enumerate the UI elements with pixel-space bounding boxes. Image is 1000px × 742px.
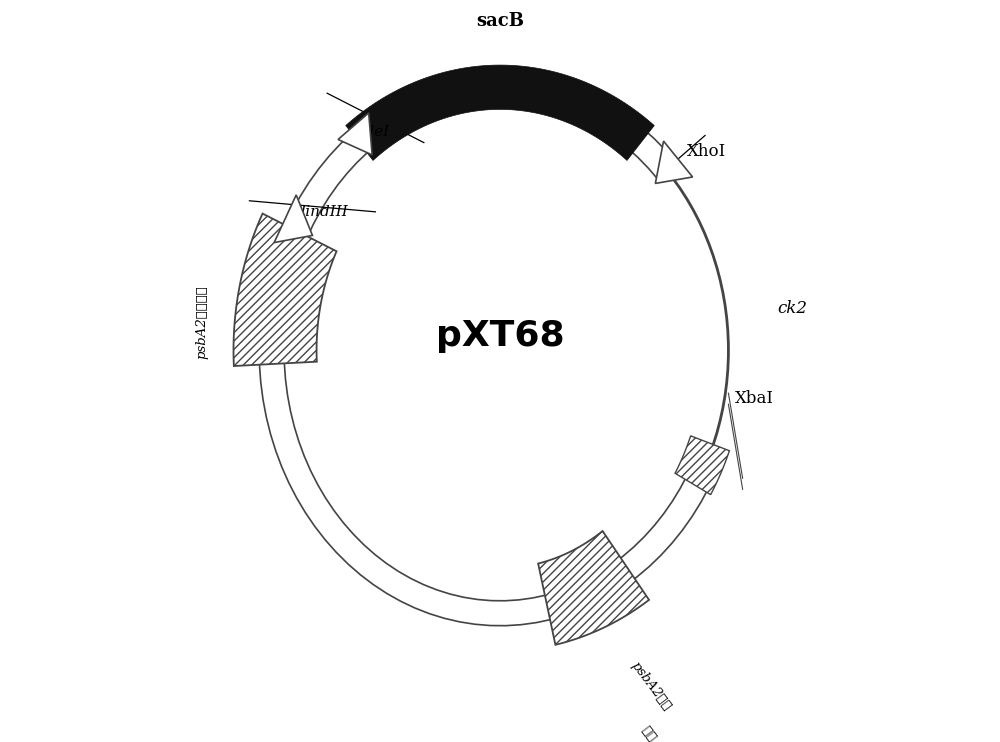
Polygon shape — [346, 65, 654, 160]
Text: pXT68: pXT68 — [436, 319, 564, 353]
Text: psbA2下游: psbA2下游 — [628, 659, 673, 712]
Text: XbaI: XbaI — [735, 390, 774, 407]
Polygon shape — [259, 75, 717, 626]
Text: XhoI: XhoI — [687, 143, 726, 160]
Polygon shape — [234, 214, 337, 366]
Text: 片段: 片段 — [639, 724, 659, 742]
Text: NdeI: NdeI — [351, 125, 389, 139]
Text: HindIII: HindIII — [292, 205, 348, 219]
Text: sacB: sacB — [476, 13, 524, 30]
Text: ck2: ck2 — [777, 301, 807, 318]
Polygon shape — [655, 141, 693, 183]
Text: psbA2上游片段: psbA2上游片段 — [196, 286, 209, 359]
Polygon shape — [538, 531, 649, 645]
Polygon shape — [274, 195, 312, 243]
Polygon shape — [675, 436, 729, 495]
Polygon shape — [338, 113, 372, 155]
